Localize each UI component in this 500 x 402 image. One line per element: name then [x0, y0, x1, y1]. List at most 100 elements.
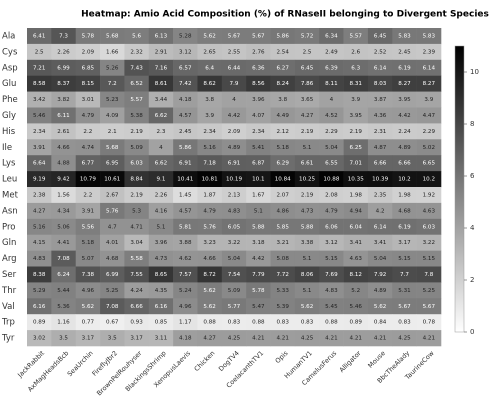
- cell-label: 4.86: [276, 208, 289, 214]
- heat-cell: [197, 43, 223, 61]
- heat-cell: [173, 75, 198, 92]
- cell-label: 3.82: [57, 97, 69, 103]
- colorbar-tick-label: 8: [470, 120, 474, 128]
- cell-label: 8.24: [276, 81, 289, 87]
- heat-cell: [148, 28, 174, 45]
- heat-cell: [148, 234, 174, 251]
- cell-label: 6.16: [33, 304, 46, 310]
- cell-label: 5.62: [82, 304, 94, 310]
- row-label: Pro: [2, 222, 16, 232]
- column-label: DogTV4: [217, 349, 241, 373]
- heat-cell: [148, 91, 174, 108]
- cell-label: 5.04: [228, 256, 241, 262]
- cell-label: 10.39: [372, 177, 388, 183]
- cell-label: 4.27: [301, 113, 314, 119]
- heat-cell: [197, 298, 223, 315]
- cell-label: 4.83: [325, 288, 338, 294]
- cell-label: 5.86: [179, 145, 192, 151]
- cell-label: 4.09: [106, 113, 119, 119]
- cell-label: 5.36: [57, 304, 70, 310]
- cell-label: 4.89: [374, 288, 387, 294]
- heat-cell: [173, 250, 198, 267]
- heat-cell: [392, 59, 417, 76]
- row-label: Val: [2, 302, 15, 312]
- column-label: Opis: [274, 349, 290, 365]
- cell-label: 0.88: [325, 320, 338, 326]
- heat-cell: [294, 202, 320, 220]
- cell-label: 6.62: [155, 113, 167, 119]
- heat-cell: [221, 234, 247, 251]
- cell-label: 5.62: [203, 33, 215, 39]
- cell-label: 6.99: [57, 65, 70, 71]
- cell-label: 6.4: [205, 65, 214, 71]
- cell-label: 6.14: [423, 65, 436, 71]
- heat-cell: [270, 234, 296, 251]
- cell-label: 4.35: [155, 288, 168, 294]
- cell-label: 5.04: [325, 145, 338, 151]
- cell-label: 6.11: [57, 113, 70, 119]
- cell-label: 2.34: [252, 129, 265, 135]
- heat-cell: [27, 187, 52, 204]
- cell-label: 4.15: [33, 240, 46, 246]
- heat-cell: [294, 218, 320, 235]
- heat-cell: [246, 298, 271, 315]
- heat-cell: [51, 202, 77, 220]
- heat-cell: [343, 250, 369, 267]
- row-label: Trp: [1, 318, 15, 328]
- heat-cell: [343, 234, 369, 251]
- heat-cell: [294, 266, 320, 283]
- cell-label: 5.38: [130, 113, 143, 119]
- cell-label: 4.71: [130, 224, 143, 230]
- heat-cell: [124, 202, 150, 220]
- cell-label: 8.56: [252, 81, 265, 87]
- cell-label: 0.83: [301, 320, 314, 326]
- cell-label: 5.18: [276, 145, 289, 151]
- heat-cell: [197, 123, 223, 140]
- heat-cell: [173, 266, 198, 283]
- heat-cell: [270, 59, 296, 76]
- heat-cell: [270, 218, 296, 235]
- cell-label: 5.1: [156, 224, 165, 230]
- cell-label: 0.89: [350, 320, 363, 326]
- heat-cell: [246, 330, 271, 347]
- cell-label: 6.03: [423, 224, 436, 230]
- heat-cell: [124, 187, 150, 204]
- cell-label: 4.25: [398, 336, 411, 342]
- heat-cell: [27, 282, 52, 299]
- cell-label: 8.72: [203, 272, 215, 278]
- row-label: Ala: [2, 31, 15, 41]
- cell-label: 5.44: [57, 288, 70, 294]
- heat-cell: [124, 330, 150, 347]
- heat-cell: [416, 91, 442, 108]
- heat-cell: [221, 91, 247, 108]
- heat-cell: [367, 91, 393, 108]
- heat-cell: [173, 282, 198, 299]
- row-label: Phe: [2, 95, 18, 105]
- heat-cell: [124, 298, 150, 315]
- cell-label: 1.67: [252, 192, 265, 198]
- cell-label: 8.12: [350, 272, 362, 278]
- heat-cell: [367, 187, 393, 204]
- cell-label: 6.95: [106, 161, 119, 167]
- heat-cell: [51, 155, 77, 172]
- heat-cell: [246, 266, 271, 283]
- cell-label: 10.2: [423, 177, 435, 183]
- heat-cell: [367, 202, 393, 220]
- cell-label: 4.94: [350, 208, 363, 214]
- cell-label: 5.6: [132, 33, 141, 39]
- cell-label: 6.3: [351, 65, 360, 71]
- heat-cell: [392, 330, 417, 347]
- cell-label: 6.41: [33, 33, 46, 39]
- heat-cell: [124, 107, 150, 124]
- cell-label: 2.19: [301, 192, 314, 198]
- cell-label: 6.05: [228, 224, 241, 230]
- heat-cell: [319, 155, 344, 172]
- heat-cell: [416, 234, 442, 251]
- heat-cell: [416, 330, 442, 347]
- cell-label: 4.57: [179, 113, 192, 119]
- heat-cell: [367, 59, 393, 76]
- heat-cell: [343, 218, 369, 235]
- cell-label: 4.18: [179, 336, 192, 342]
- cell-label: 2.12: [276, 129, 288, 135]
